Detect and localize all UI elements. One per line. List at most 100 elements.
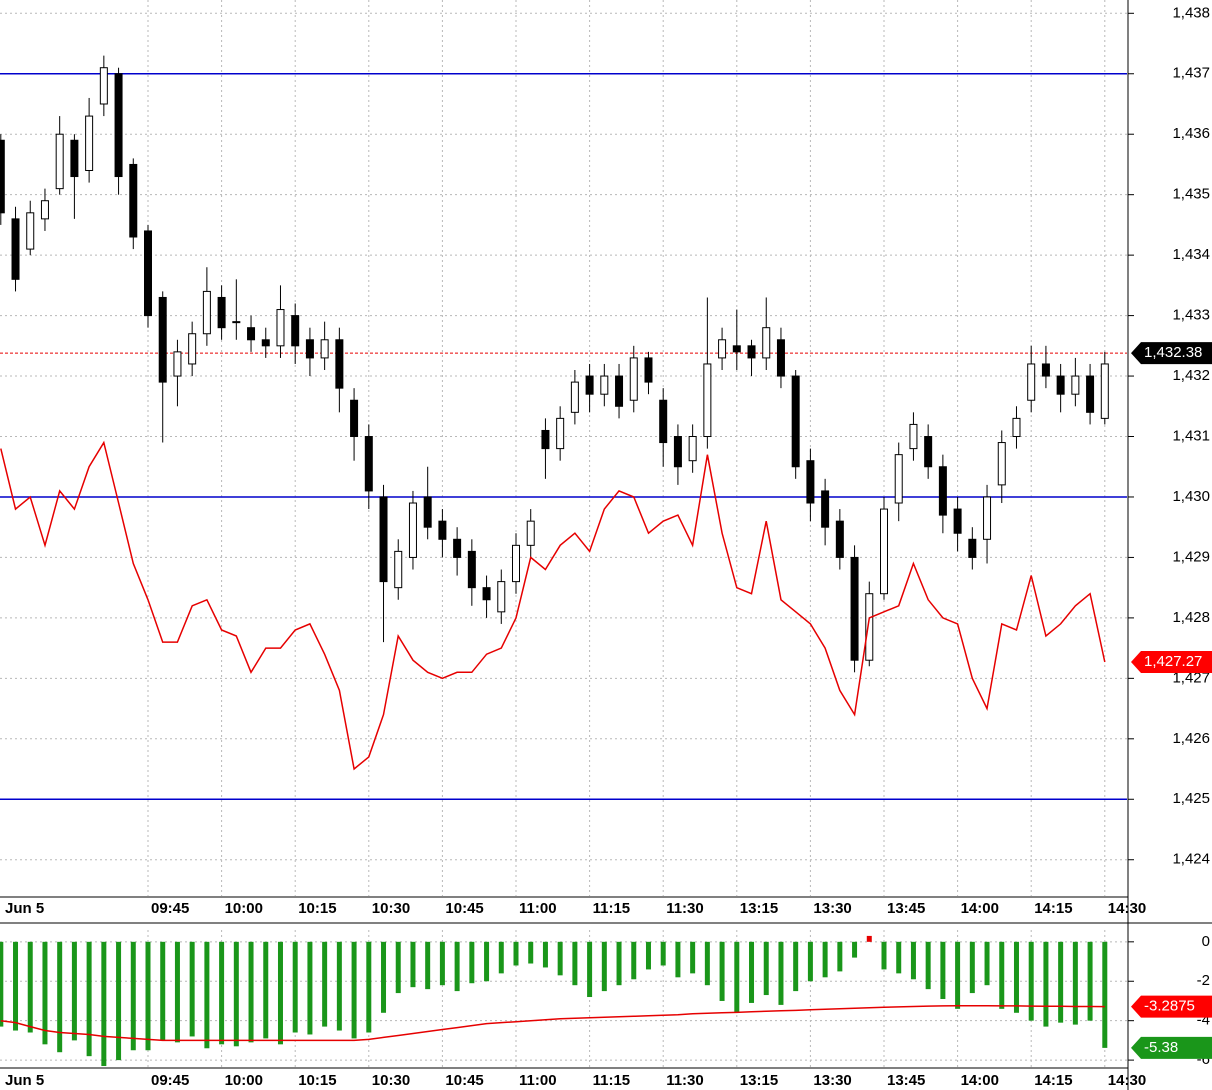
candle-body (1041, 363, 1050, 377)
candle-body (85, 115, 94, 171)
candle-body (865, 593, 874, 661)
candle-body (953, 508, 962, 534)
bar (145, 941, 151, 1051)
candle-body (482, 587, 491, 601)
candle-body (0, 139, 5, 214)
bar (572, 941, 578, 986)
line-series (0, 1004, 1105, 1042)
bar (807, 941, 813, 982)
y-tick-label: 1,428 (1172, 609, 1210, 626)
bar (1043, 941, 1049, 1027)
bar (778, 941, 784, 1005)
bar (71, 941, 77, 1041)
bar (469, 941, 475, 984)
bar (1013, 941, 1019, 1013)
bar (1028, 941, 1034, 1021)
bar (542, 941, 548, 968)
candle-body (423, 496, 432, 528)
bar (1058, 941, 1064, 1023)
value-tag (1131, 995, 1212, 1018)
candle-body (99, 67, 108, 105)
candle-body (983, 496, 992, 540)
candle-body (70, 139, 79, 178)
bar (160, 941, 166, 1041)
y-tick-label: 1,432 (1172, 367, 1210, 384)
bar (675, 941, 681, 978)
candle-body (968, 538, 977, 558)
bar (263, 941, 269, 1039)
candle-body (909, 423, 918, 450)
value-tag-label: -3.2875 (1144, 998, 1195, 1015)
candle-body (129, 163, 138, 238)
y-tick-label: 0 (1202, 933, 1210, 950)
candle-body (217, 296, 226, 329)
candle-body (541, 429, 550, 450)
y-tick-label: 1,433 (1172, 307, 1210, 324)
bar (910, 941, 916, 980)
bar (86, 941, 92, 1057)
candle-body (629, 357, 638, 401)
bar (1072, 941, 1078, 1025)
x-tick-label: 10:00 (225, 1072, 263, 1089)
y-tick-label: 1,435 (1172, 186, 1210, 203)
bar (351, 941, 357, 1039)
bar (866, 935, 872, 942)
candle-body (821, 490, 830, 528)
bar (439, 941, 445, 986)
value-tag (1131, 1036, 1212, 1059)
bar (130, 941, 136, 1051)
candle-body (924, 436, 933, 468)
bar (42, 941, 48, 1045)
candle-body (512, 544, 520, 583)
x-tick-label: 11:30 (666, 1072, 704, 1089)
bar (645, 941, 651, 970)
candle-body (364, 436, 373, 492)
x-tick-label: 10:00 (225, 900, 263, 917)
bar (704, 941, 710, 986)
y-tick-label: 1,427 (1172, 669, 1210, 686)
candle-body (747, 345, 756, 359)
x-tick-label: 11:00 (519, 1072, 557, 1089)
y-tick-label: 1,431 (1172, 427, 1210, 444)
candle-body (261, 339, 270, 347)
candle-body (320, 339, 329, 359)
candle-body (718, 339, 727, 359)
candle-body (570, 381, 579, 413)
x-tick-label: 13:30 (813, 900, 851, 917)
candle-body (791, 375, 800, 468)
bar (204, 941, 210, 1049)
x-tick-label: 14:30 (1108, 1072, 1146, 1089)
candle-body (615, 375, 624, 407)
bar (425, 941, 431, 990)
candle-body (114, 73, 123, 178)
y-tick-label: 1,434 (1172, 246, 1210, 263)
bar (410, 941, 416, 988)
x-tick-label: 09:45 (151, 900, 189, 917)
x-tick-label: 09:45 (151, 1072, 189, 1089)
bar (822, 941, 828, 978)
y-tick-label: -2 (1197, 972, 1210, 989)
candle-body (997, 442, 1006, 486)
bar (1102, 941, 1108, 1048)
bar (557, 941, 563, 976)
bar (13, 941, 19, 1031)
x-tick-label: 11:00 (519, 900, 557, 917)
candle-body (806, 460, 815, 504)
candle-body (1071, 375, 1080, 395)
y-tick-label: 1,436 (1172, 125, 1210, 142)
bar (322, 941, 328, 1027)
value-tag-label: 1,432.38 (1144, 344, 1202, 361)
candle-body (673, 436, 682, 468)
y-tick-label: 1,425 (1172, 790, 1210, 807)
candle-body (659, 399, 668, 444)
x-tick-label: 14:15 (1034, 900, 1072, 917)
x-tick-label: 14:30 (1108, 900, 1146, 917)
x-tick-label: 13:15 (740, 900, 778, 917)
candle-body (894, 454, 903, 504)
x-tick-label: 13:45 (887, 1072, 925, 1089)
candle-body (585, 375, 594, 395)
candle-body (26, 212, 35, 250)
x-tick-label: 10:30 (372, 1072, 410, 1089)
date-label: Jun 5 (5, 900, 44, 917)
y-tick-label: 1,437 (1172, 65, 1210, 82)
